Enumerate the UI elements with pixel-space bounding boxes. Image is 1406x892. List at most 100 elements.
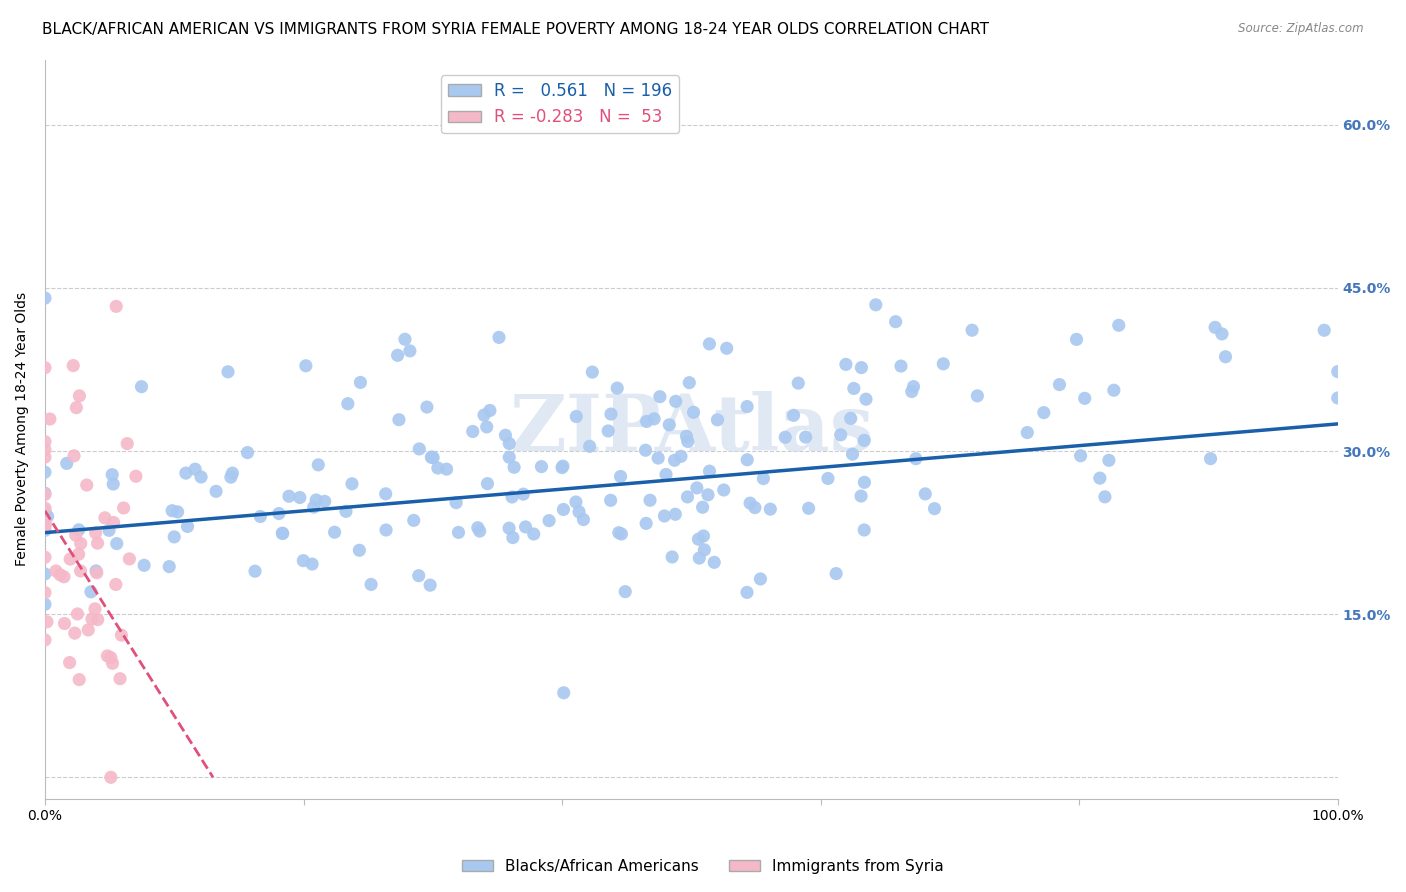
Point bbox=[686, 481, 709, 495]
Point bbox=[34, 501, 56, 516]
Point bbox=[1094, 490, 1116, 504]
Point bbox=[1017, 425, 1039, 440]
Point bbox=[125, 469, 148, 483]
Point bbox=[34, 465, 56, 479]
Point bbox=[578, 439, 600, 453]
Point bbox=[416, 400, 439, 414]
Point bbox=[426, 461, 449, 475]
Point bbox=[749, 572, 772, 586]
Point bbox=[221, 466, 243, 480]
Point bbox=[132, 558, 155, 573]
Point bbox=[735, 452, 758, 467]
Point bbox=[692, 529, 714, 543]
Point bbox=[34, 517, 56, 532]
Point bbox=[103, 516, 125, 530]
Point bbox=[1098, 453, 1121, 467]
Point bbox=[658, 417, 681, 432]
Point bbox=[693, 542, 716, 557]
Point bbox=[62, 359, 84, 373]
Point bbox=[932, 357, 955, 371]
Point bbox=[1066, 332, 1088, 346]
Point bbox=[654, 508, 676, 523]
Point bbox=[735, 400, 758, 414]
Point bbox=[243, 564, 266, 578]
Point bbox=[797, 501, 820, 516]
Point bbox=[498, 436, 520, 450]
Point bbox=[676, 434, 699, 449]
Point bbox=[699, 337, 721, 351]
Point bbox=[475, 420, 498, 434]
Point bbox=[63, 626, 86, 640]
Point bbox=[166, 505, 188, 519]
Point bbox=[853, 434, 876, 448]
Point bbox=[59, 656, 82, 670]
Point bbox=[572, 512, 595, 526]
Point bbox=[34, 486, 56, 500]
Point bbox=[853, 523, 876, 537]
Point bbox=[1102, 383, 1125, 397]
Point bbox=[966, 389, 988, 403]
Point bbox=[176, 519, 198, 533]
Point bbox=[841, 447, 863, 461]
Point bbox=[787, 376, 810, 391]
Point bbox=[678, 376, 700, 390]
Point bbox=[271, 526, 294, 541]
Point bbox=[759, 502, 782, 516]
Point bbox=[66, 607, 89, 621]
Point bbox=[664, 453, 686, 467]
Point bbox=[914, 487, 936, 501]
Point bbox=[360, 577, 382, 591]
Point bbox=[488, 330, 510, 344]
Point bbox=[307, 458, 329, 472]
Point bbox=[55, 457, 77, 471]
Text: ZIPAtlas: ZIPAtlas bbox=[509, 392, 873, 467]
Point bbox=[444, 496, 467, 510]
Point bbox=[34, 524, 56, 538]
Point bbox=[205, 484, 228, 499]
Point bbox=[34, 597, 56, 611]
Point bbox=[598, 424, 620, 438]
Point bbox=[402, 513, 425, 527]
Point bbox=[249, 509, 271, 524]
Point bbox=[84, 602, 107, 616]
Point bbox=[115, 436, 138, 450]
Point bbox=[501, 490, 523, 504]
Point bbox=[688, 532, 710, 546]
Point bbox=[636, 516, 658, 531]
Point bbox=[45, 564, 67, 578]
Point bbox=[394, 332, 416, 346]
Point bbox=[498, 450, 520, 465]
Point bbox=[295, 359, 318, 373]
Point bbox=[553, 686, 575, 700]
Point bbox=[890, 359, 912, 373]
Point bbox=[682, 405, 704, 419]
Point bbox=[98, 524, 121, 538]
Point bbox=[853, 475, 876, 490]
Point bbox=[59, 552, 82, 566]
Point bbox=[904, 451, 927, 466]
Point bbox=[699, 464, 721, 478]
Point bbox=[551, 460, 574, 475]
Point bbox=[1032, 406, 1054, 420]
Point bbox=[655, 467, 678, 482]
Point bbox=[1211, 326, 1233, 341]
Point bbox=[581, 365, 603, 379]
Point bbox=[498, 521, 520, 535]
Point bbox=[420, 450, 443, 465]
Point bbox=[610, 527, 633, 541]
Point bbox=[86, 536, 108, 550]
Point bbox=[288, 491, 311, 505]
Point bbox=[387, 348, 409, 362]
Point bbox=[65, 528, 87, 542]
Point bbox=[157, 559, 180, 574]
Point bbox=[842, 381, 865, 395]
Point bbox=[236, 445, 259, 459]
Point bbox=[1108, 318, 1130, 333]
Point bbox=[302, 500, 325, 515]
Point bbox=[49, 567, 72, 582]
Point bbox=[96, 648, 118, 663]
Point bbox=[436, 462, 458, 476]
Point bbox=[773, 430, 796, 444]
Point bbox=[118, 552, 141, 566]
Point bbox=[839, 411, 862, 425]
